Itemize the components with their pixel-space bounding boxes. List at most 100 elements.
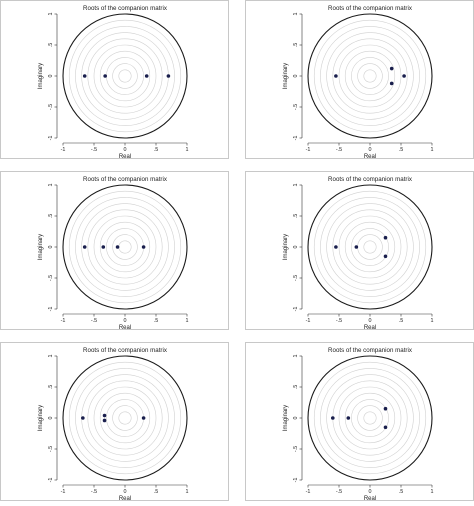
grid-circle bbox=[357, 63, 383, 89]
roots-chart-1: Roots of the companion matrix -1 -.5 0 .5 1 -1… bbox=[0, 0, 229, 160]
unit-circle bbox=[307, 355, 433, 481]
roots-chart-3: Roots of the companion matrix -1 -.5 0 .5 1 -1… bbox=[0, 171, 229, 331]
y-tick-label: -.5 bbox=[48, 104, 54, 110]
root-point bbox=[141, 245, 146, 249]
grid-circle bbox=[75, 26, 175, 126]
grid-circle bbox=[313, 361, 427, 475]
y-tick-label: -.5 bbox=[293, 104, 299, 110]
y-axis-label: Imaginary bbox=[38, 63, 44, 89]
x-tick-label: 0 bbox=[124, 147, 127, 153]
grid-circle bbox=[357, 405, 383, 431]
grid-circle bbox=[81, 203, 169, 291]
x-axis-label: Real bbox=[119, 325, 131, 331]
x-axis-label: Real bbox=[364, 154, 376, 160]
y-axis-label: Imaginary bbox=[283, 234, 289, 260]
y-tick-label: 0 bbox=[293, 75, 299, 78]
x-tick-label: -1 bbox=[61, 147, 66, 153]
y-tick-label: -1 bbox=[293, 478, 299, 483]
y-axis-label: Imaginary bbox=[38, 405, 44, 431]
grid-circles bbox=[313, 361, 427, 475]
y-tick-label: 0 bbox=[48, 417, 54, 420]
x-axis-label: Real bbox=[364, 496, 376, 502]
x-tick-label: -1 bbox=[306, 318, 311, 324]
unit-circle bbox=[62, 13, 188, 139]
grid-circle bbox=[351, 399, 389, 437]
y-tick-label: -.5 bbox=[293, 275, 299, 281]
grid-circle bbox=[344, 50, 396, 102]
x-tick-label: -.5 bbox=[336, 318, 342, 324]
x-tick-label: -.5 bbox=[91, 147, 97, 153]
chart-svg: Roots of the companion matrix -1 -.5 0 .5 1 -1… bbox=[283, 176, 434, 331]
y-axis-label: Imaginary bbox=[283, 405, 289, 431]
grid-circle bbox=[363, 240, 377, 254]
chart-svg: Roots of the companion matrix -1 -.5 0 .5 1 -1… bbox=[38, 176, 189, 331]
y-tick-label: 1 bbox=[48, 355, 54, 358]
grid-circle bbox=[68, 19, 182, 133]
grid-circle bbox=[75, 197, 175, 297]
y-tick-label: 0 bbox=[293, 246, 299, 249]
y-tick-label: .5 bbox=[48, 214, 54, 219]
grid-circle bbox=[112, 63, 138, 89]
grid-circle bbox=[112, 405, 138, 431]
grid-circle bbox=[326, 374, 414, 462]
grid-circle bbox=[106, 399, 144, 437]
grid-circle bbox=[81, 374, 169, 462]
root-point bbox=[144, 74, 149, 78]
unit-circle bbox=[307, 13, 433, 139]
y-axis-label: Imaginary bbox=[283, 63, 289, 89]
root-point bbox=[82, 245, 87, 249]
y-tick-label: 1 bbox=[293, 13, 299, 16]
y-tick-label: 1 bbox=[293, 184, 299, 187]
root-point bbox=[383, 235, 388, 240]
x-tick-label: -.5 bbox=[336, 147, 342, 153]
x-tick-label: .5 bbox=[399, 489, 404, 495]
root-point bbox=[115, 245, 120, 249]
y-tick-label: 0 bbox=[48, 75, 54, 78]
grid-circle bbox=[332, 380, 408, 456]
root-point bbox=[101, 245, 106, 249]
grid-circle bbox=[99, 221, 151, 273]
grid-circle bbox=[87, 209, 163, 285]
chart-title: Roots of the companion matrix bbox=[328, 5, 413, 12]
y-tick-label: .5 bbox=[48, 385, 54, 390]
x-tick-label: 1 bbox=[431, 147, 434, 153]
x-tick-label: 0 bbox=[124, 318, 127, 324]
root-point bbox=[334, 245, 338, 249]
y-tick-label: 1 bbox=[293, 355, 299, 358]
y-tick-label: .5 bbox=[293, 385, 299, 390]
grid-circle bbox=[326, 32, 414, 120]
grid-circle bbox=[313, 19, 427, 133]
chart-svg: Roots of the companion matrix -1 -.5 0 .5 1 -1… bbox=[38, 5, 189, 160]
grid-circles bbox=[68, 361, 182, 475]
grid-circle bbox=[87, 38, 163, 114]
chart-title: Roots of the companion matrix bbox=[328, 347, 413, 354]
grid-circle bbox=[338, 215, 402, 279]
y-tick-label: .5 bbox=[293, 43, 299, 48]
x-tick-label: .5 bbox=[399, 147, 404, 153]
grid-circle bbox=[118, 411, 132, 425]
grid-circle bbox=[99, 392, 151, 444]
chart-svg: Roots of the companion matrix -1 -.5 0 .5 1 -1… bbox=[38, 347, 189, 502]
grid-circle bbox=[75, 368, 175, 468]
grid-circle bbox=[118, 69, 132, 83]
x-tick-label: 1 bbox=[431, 489, 434, 495]
y-tick-label: -.5 bbox=[48, 446, 54, 452]
grid-circle bbox=[344, 221, 396, 273]
grid-circle bbox=[106, 57, 144, 95]
grid-circle bbox=[363, 411, 377, 425]
x-tick-label: -.5 bbox=[91, 318, 97, 324]
chart-svg: Roots of the companion matrix -1 -.5 0 .5 1 -1… bbox=[283, 347, 434, 502]
x-tick-label: .5 bbox=[154, 147, 159, 153]
grid-circle bbox=[118, 240, 132, 254]
grid-circle bbox=[93, 386, 157, 450]
y-tick-label: -1 bbox=[48, 478, 54, 483]
root-point bbox=[82, 74, 87, 78]
y-tick-label: 1 bbox=[48, 13, 54, 16]
grid-circle bbox=[81, 32, 169, 120]
grid-circle bbox=[351, 57, 389, 95]
grid-circles bbox=[313, 19, 427, 133]
chart-title: Roots of the companion matrix bbox=[328, 176, 413, 183]
x-tick-label: .5 bbox=[154, 489, 159, 495]
y-tick-label: -1 bbox=[48, 136, 54, 141]
roots-chart-5: Roots of the companion matrix -1 -.5 0 .5 1 -1… bbox=[0, 342, 229, 502]
